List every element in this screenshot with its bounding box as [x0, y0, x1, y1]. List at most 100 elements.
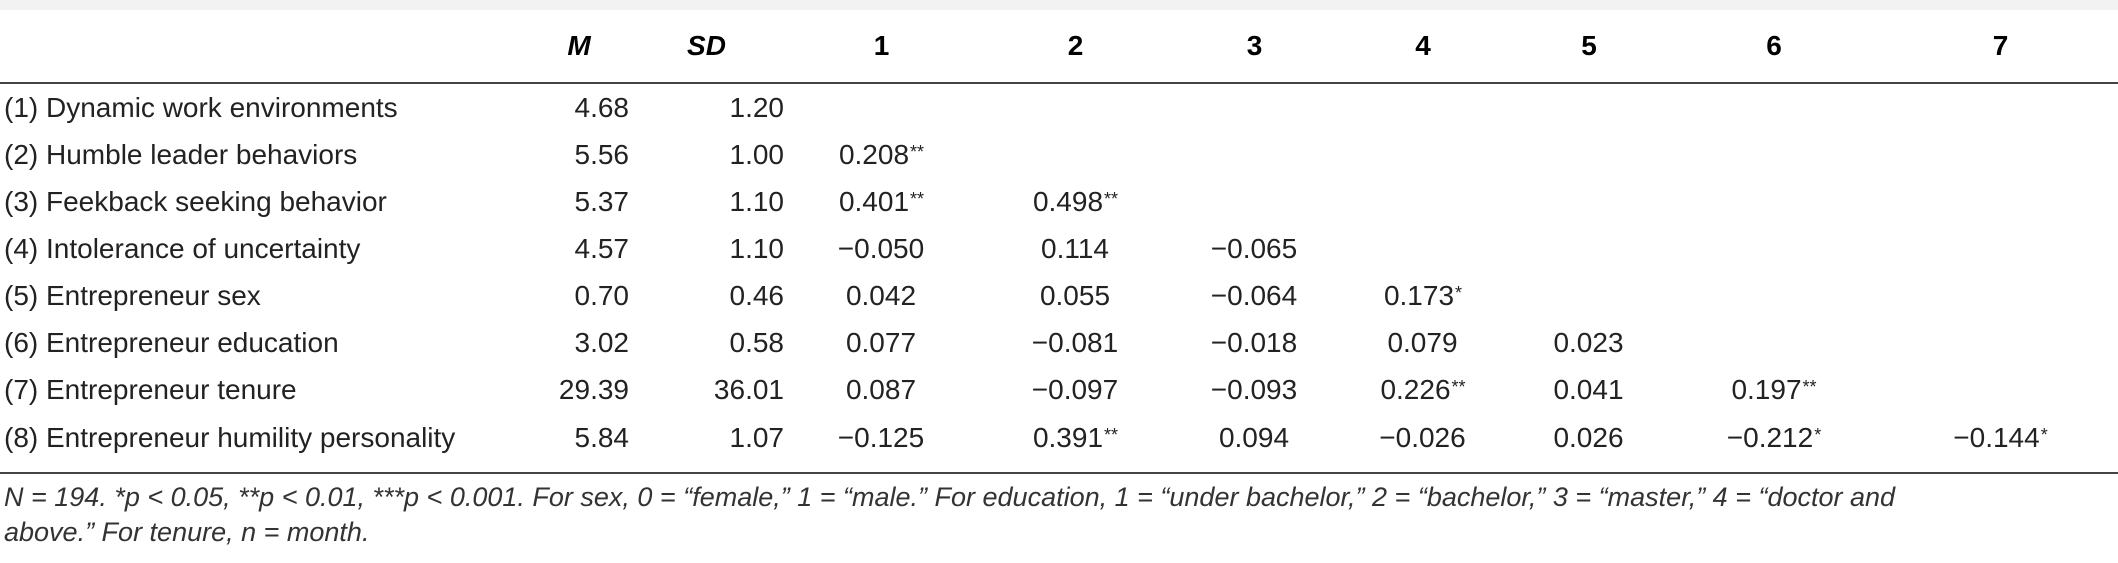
variable-label: (3) Feekback seeking behavior — [4, 185, 387, 217]
table-row: (5) Entrepreneur sex 0.70 0.46 0.042 0.055 −0… — [0, 272, 2118, 319]
correlation-cell: −0.212* — [1669, 413, 1879, 462]
correlation-cell — [1337, 83, 1509, 131]
correlation-cell — [1172, 83, 1337, 131]
correlation-cell: −0.018 — [1172, 319, 1337, 366]
table-row: (7) Entrepreneur tenure 29.39 36.01 0.087 −0… — [0, 366, 2118, 413]
correlation-value: 0.041 — [1553, 373, 1624, 405]
correlation-cell — [1337, 178, 1509, 225]
correlation-cell — [1509, 225, 1669, 272]
correlation-cell: −0.064 — [1172, 272, 1337, 319]
table-row: (1) Dynamic work environments 4.68 1.20 — [0, 83, 2118, 131]
significance-marker: ** — [1802, 376, 1817, 397]
correlation-value: −0.097 — [1031, 373, 1119, 405]
correlation-cell — [1879, 178, 2118, 225]
correlation-value: −0.212 — [1726, 421, 1814, 453]
mean-value: 5.56 — [574, 138, 630, 170]
variable-label: (1) Dynamic work environments — [4, 91, 398, 123]
mean-value: 3.02 — [574, 326, 630, 358]
significance-marker: ** — [910, 141, 925, 162]
correlation-cell — [1669, 131, 1879, 178]
correlation-cell: 0.023 — [1509, 319, 1669, 366]
mean-value: 5.84 — [574, 421, 630, 453]
correlation-cell — [1879, 319, 2118, 366]
mean-value: 4.68 — [574, 91, 630, 123]
table-body: (1) Dynamic work environments 4.68 1.20 (2)… — [0, 83, 2118, 462]
correlation-value: 0.401 — [838, 185, 910, 217]
correlation-value: 0.226 — [1380, 373, 1451, 405]
table-row: (6) Entrepreneur education 3.02 0.58 0.077 −… — [0, 319, 2118, 366]
correlation-value: −0.050 — [837, 232, 925, 264]
correlation-value: −0.064 — [1210, 279, 1298, 311]
correlation-table: M SD 1 2 3 4 5 6 7 (1) Dynamic work envi… — [0, 10, 2118, 462]
correlation-cell — [1879, 131, 2118, 178]
footnote-line-2: above.” For tenure, n = month. — [4, 517, 370, 547]
variable-label: (5) Entrepreneur sex — [4, 279, 261, 311]
correlation-cell: 0.208** — [784, 131, 979, 178]
correlation-cell: −0.125 — [784, 413, 979, 462]
correlation-cell: −0.081 — [979, 319, 1172, 366]
correlation-cell — [1509, 178, 1669, 225]
footnote-line-1: N = 194. *p < 0.05, **p < 0.01, ***p < 0… — [4, 482, 1896, 512]
sd-value: 1.20 — [729, 91, 785, 123]
correlation-cell: 0.391** — [979, 413, 1172, 462]
correlation-cell: 0.042 — [784, 272, 979, 319]
table-footnote: N = 194. *p < 0.05, **p < 0.01, ***p < 0… — [4, 480, 2112, 550]
correlation-cell — [1172, 178, 1337, 225]
correlation-cell: 0.114 — [979, 225, 1172, 272]
correlation-cell — [1337, 225, 1509, 272]
header-col-2: 2 — [979, 10, 1172, 84]
correlation-cell: 0.173* — [1337, 272, 1509, 319]
correlation-value: −0.018 — [1210, 326, 1298, 358]
correlation-value: 0.087 — [845, 373, 917, 405]
correlation-value: 0.023 — [1553, 326, 1624, 358]
table-header-row: M SD 1 2 3 4 5 6 7 — [0, 10, 2118, 84]
correlation-cell — [1669, 225, 1879, 272]
variable-label: (6) Entrepreneur education — [4, 326, 339, 358]
variable-label: (2) Humble leader behaviors — [4, 138, 358, 170]
table-row: (2) Humble leader behaviors 5.56 1.00 0.208… — [0, 131, 2118, 178]
correlation-cell — [784, 83, 979, 131]
correlation-value: 0.197 — [1731, 373, 1802, 405]
correlation-cell — [1172, 131, 1337, 178]
correlation-cell — [1669, 83, 1879, 131]
header-variable — [0, 10, 529, 84]
correlation-cell: −0.065 — [1172, 225, 1337, 272]
correlation-value: 0.391 — [1032, 421, 1104, 453]
mean-value: 4.57 — [574, 232, 630, 264]
correlation-cell: −0.026 — [1337, 413, 1509, 462]
sd-value: 0.58 — [729, 326, 785, 358]
correlation-value: 0.173 — [1383, 279, 1455, 311]
variable-label: (7) Entrepreneur tenure — [4, 373, 297, 405]
correlation-value: 0.026 — [1553, 421, 1624, 453]
mean-value: 0.70 — [574, 279, 630, 311]
table-row: (4) Intolerance of uncertainty 4.57 1.10 −0… — [0, 225, 2118, 272]
header-sd: SD — [629, 10, 784, 84]
correlation-value: −0.065 — [1210, 232, 1298, 264]
correlation-cell: 0.055 — [979, 272, 1172, 319]
mean-value: 29.39 — [558, 373, 629, 405]
correlation-cell — [1669, 272, 1879, 319]
correlation-cell: −0.097 — [979, 366, 1172, 413]
sd-value: 1.07 — [729, 421, 785, 453]
header-col-3: 3 — [1172, 10, 1337, 84]
header-col-5: 5 — [1509, 10, 1669, 84]
correlation-value: −0.144 — [1953, 421, 2040, 453]
correlation-cell — [1669, 178, 1879, 225]
sd-value: 1.00 — [729, 138, 785, 170]
correlation-cell — [979, 83, 1172, 131]
correlation-cell — [979, 131, 1172, 178]
correlation-cell — [1669, 319, 1879, 366]
correlation-cell: 0.094 — [1172, 413, 1337, 462]
correlation-cell: 0.498** — [979, 178, 1172, 225]
correlation-value: −0.026 — [1379, 421, 1466, 453]
correlation-value: −0.125 — [837, 421, 925, 453]
correlation-cell: 0.041 — [1509, 366, 1669, 413]
correlation-value: 0.208 — [838, 138, 910, 170]
significance-marker: * — [2040, 424, 2048, 445]
variable-label: (8) Entrepreneur humility personality — [4, 421, 456, 453]
correlation-value: 0.114 — [1041, 232, 1109, 264]
header-col-1: 1 — [784, 10, 979, 84]
mean-value: 5.37 — [574, 185, 630, 217]
correlation-cell — [1509, 131, 1669, 178]
